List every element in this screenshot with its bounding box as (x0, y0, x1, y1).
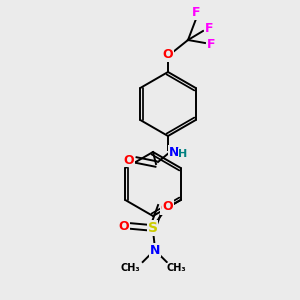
Text: O: O (160, 202, 171, 214)
Text: F: F (205, 22, 213, 34)
Text: O: O (163, 49, 173, 62)
Text: O: O (118, 220, 129, 232)
Text: CH₃: CH₃ (121, 263, 140, 273)
Text: H: H (178, 149, 188, 159)
Text: N: N (169, 146, 179, 158)
Text: N: N (149, 244, 160, 256)
Text: O: O (124, 154, 134, 166)
Text: F: F (207, 38, 215, 50)
Text: CH₃: CH₃ (167, 263, 187, 273)
Text: F: F (192, 7, 200, 20)
Text: S: S (148, 221, 158, 235)
Text: O: O (162, 200, 173, 212)
